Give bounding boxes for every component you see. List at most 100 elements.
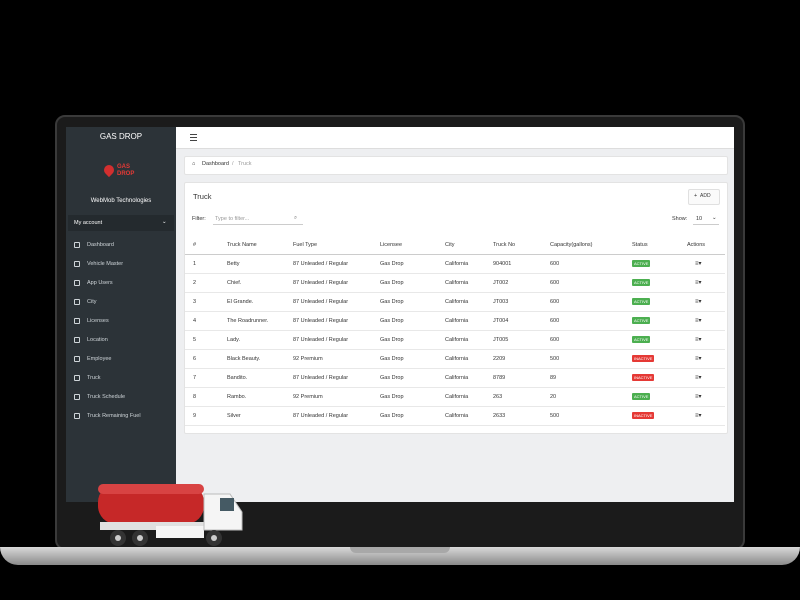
- nav-item[interactable]: Truck Schedule: [87, 394, 126, 400]
- laptop-base: [0, 547, 800, 565]
- column-header[interactable]: City: [445, 242, 455, 248]
- logo-text: GAS DROP: [117, 164, 135, 177]
- row-line: [185, 330, 725, 331]
- table-cell: JT003: [493, 299, 509, 305]
- table-cell: JT004: [493, 318, 509, 324]
- add-label: ADD: [700, 193, 711, 199]
- table-cell: 1: [193, 261, 197, 267]
- table-cell: 87 Unleaded / Regular: [293, 337, 349, 343]
- show-label: Show:: [672, 216, 688, 222]
- nav-item[interactable]: App Users: [87, 280, 113, 286]
- status-badge: INACTIVE: [632, 355, 655, 362]
- nav-icon: [74, 280, 80, 286]
- table-cell: Chief.: [227, 280, 242, 286]
- table-cell: Rambo.: [227, 394, 247, 400]
- actions-menu[interactable]: ≡▾: [695, 375, 702, 381]
- row-line: [185, 292, 725, 293]
- table-cell: California: [445, 356, 469, 362]
- header-line: [185, 254, 725, 255]
- table-cell: California: [445, 375, 469, 381]
- actions-menu[interactable]: ≡▾: [695, 394, 702, 400]
- nav-item[interactable]: Truck: [87, 375, 101, 381]
- table-cell: California: [445, 394, 469, 400]
- table-cell: 9: [193, 413, 197, 419]
- nav-icon: [74, 261, 80, 267]
- column-header[interactable]: Fuel Type: [293, 242, 318, 248]
- column-header[interactable]: #: [193, 242, 197, 248]
- nav-item[interactable]: Vehicle Master: [87, 261, 124, 267]
- table-cell: 5: [193, 337, 197, 343]
- table-cell: Gas Drop: [380, 356, 404, 362]
- show-select[interactable]: [693, 213, 719, 225]
- table-cell: 500: [550, 356, 560, 362]
- table-cell: 6: [193, 356, 197, 362]
- table-cell: Gas Drop: [380, 318, 404, 324]
- table-cell: 89: [550, 375, 557, 381]
- table-cell: Gas Drop: [380, 375, 404, 381]
- nav-icon: [74, 375, 80, 381]
- table-cell: JT002: [493, 280, 509, 286]
- filter-input[interactable]: [213, 213, 303, 225]
- table-cell: JT005: [493, 337, 509, 343]
- table-cell: Gas Drop: [380, 337, 404, 343]
- actions-menu[interactable]: ≡▾: [695, 413, 702, 419]
- actions-menu[interactable]: ≡▾: [695, 318, 702, 324]
- table-cell: 2633: [493, 413, 506, 419]
- account-menu[interactable]: [68, 215, 174, 231]
- column-header[interactable]: Licensee: [380, 242, 403, 248]
- actions-menu[interactable]: ≡▾: [695, 337, 702, 343]
- laptop-notch: [350, 547, 450, 553]
- table-cell: Betty: [227, 261, 240, 267]
- nav-item[interactable]: City: [87, 299, 97, 305]
- nav-item[interactable]: Licenses: [87, 318, 109, 324]
- table-cell: California: [445, 337, 469, 343]
- breadcrumb: [184, 156, 728, 175]
- nav-icon: [74, 242, 80, 248]
- table-cell: 500: [550, 413, 560, 419]
- row-line: [185, 387, 725, 388]
- table-cell: Gas Drop: [380, 394, 404, 400]
- table-cell: Bandito.: [227, 375, 248, 381]
- actions-menu[interactable]: ≡▾: [695, 280, 702, 286]
- table-cell: Lady.: [227, 337, 241, 343]
- actions-menu[interactable]: ≡▾: [695, 261, 702, 267]
- menu-toggle[interactable]: [190, 134, 197, 141]
- brand: GAS DROP: [99, 132, 143, 141]
- actions-menu[interactable]: ≡▾: [695, 299, 702, 305]
- nav-item[interactable]: Location: [87, 337, 108, 343]
- table-cell: 904001: [493, 261, 512, 267]
- table-cell: California: [445, 261, 469, 267]
- breadcrumb-home[interactable]: Dashboard: [202, 161, 229, 167]
- status-badge: INACTIVE: [632, 412, 655, 419]
- dropdown-caret: ⌄: [162, 219, 167, 225]
- nav-icon: [74, 299, 80, 305]
- row-line: [185, 349, 725, 350]
- nav-item[interactable]: Truck Remaining Fuel: [87, 413, 141, 419]
- nav-item[interactable]: Dashboard: [87, 242, 114, 248]
- table-cell: 600: [550, 261, 560, 267]
- column-header[interactable]: Truck No: [493, 242, 516, 248]
- status-badge: ACTIVE: [632, 279, 651, 286]
- status-badge: ACTIVE: [632, 393, 651, 400]
- add-button[interactable]: [688, 189, 720, 205]
- table-cell: 87 Unleaded / Regular: [293, 280, 349, 286]
- column-header[interactable]: Truck Name: [227, 242, 257, 248]
- column-header[interactable]: Actions: [687, 242, 706, 248]
- column-header[interactable]: Capacity(gallons): [550, 242, 593, 248]
- actions-menu[interactable]: ≡▾: [695, 356, 702, 362]
- table-cell: 8: [193, 394, 197, 400]
- account-label: My account: [74, 220, 103, 226]
- nav-icon: [74, 337, 80, 343]
- table-cell: Silver: [227, 413, 241, 419]
- truck-illustration: [98, 484, 243, 546]
- row-line: [185, 425, 725, 426]
- table-cell: 87 Unleaded / Regular: [293, 261, 349, 267]
- column-header[interactable]: Status: [632, 242, 648, 248]
- nav-icon: [74, 394, 80, 400]
- nav-icon: [74, 413, 80, 419]
- table-cell: 600: [550, 337, 560, 343]
- row-line: [185, 311, 725, 312]
- table-cell: California: [445, 280, 469, 286]
- nav-item[interactable]: Employee: [87, 356, 112, 362]
